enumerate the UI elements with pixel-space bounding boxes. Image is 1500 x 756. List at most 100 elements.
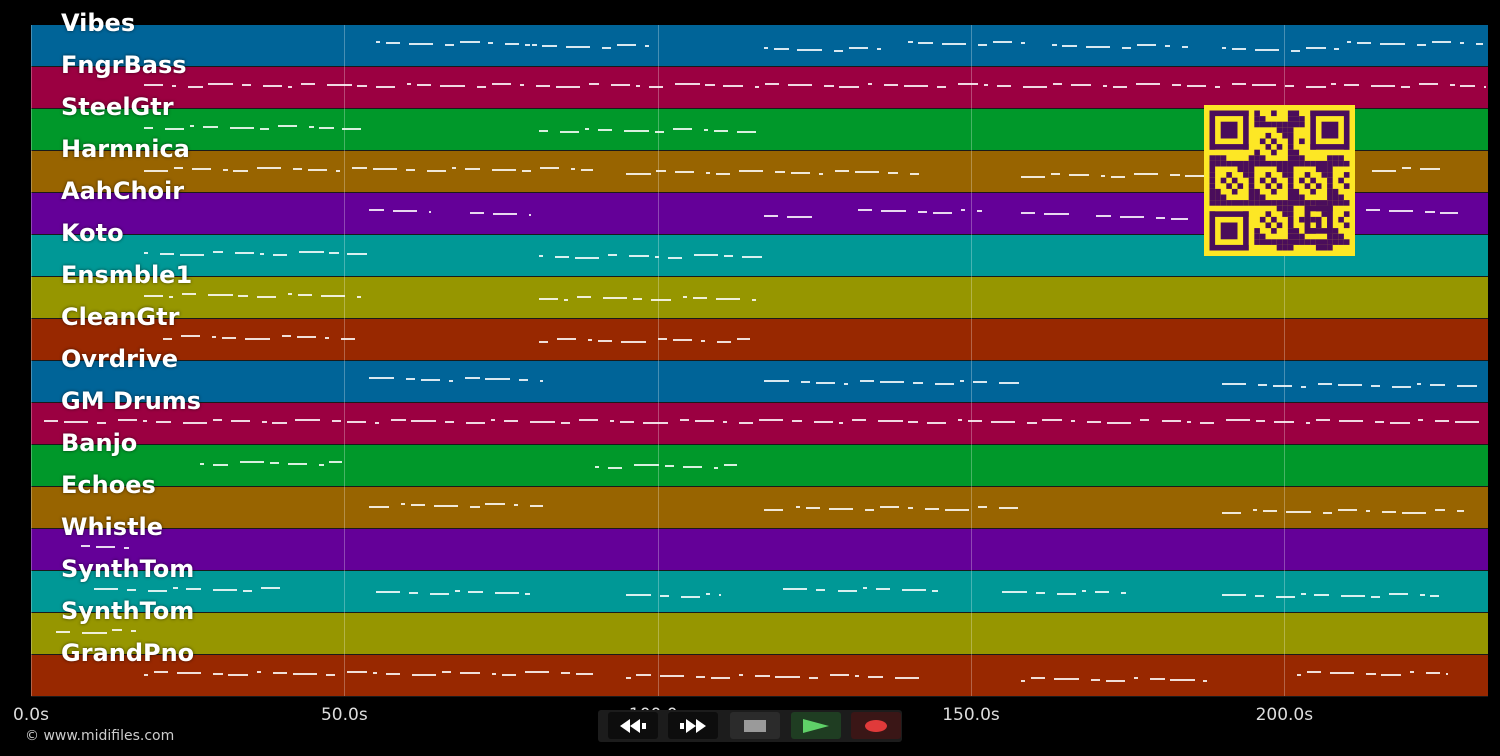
- qr-module: [1343, 183, 1350, 189]
- midi-note: [680, 596, 701, 598]
- qr-module: [1259, 121, 1266, 128]
- qr-module: [1209, 110, 1249, 117]
- track-lane[interactable]: [31, 487, 1488, 528]
- midi-note: [372, 168, 397, 170]
- midi-note: [620, 421, 635, 423]
- rewind-button[interactable]: [608, 712, 658, 739]
- midi-note: [1419, 83, 1439, 85]
- midi-note: [490, 419, 496, 421]
- qr-module: [1287, 211, 1294, 217]
- midi-note: [307, 169, 328, 171]
- midi-note: [934, 383, 954, 385]
- qr-module: [1243, 200, 1249, 206]
- midi-note: [752, 299, 756, 301]
- midi-note: [764, 380, 789, 382]
- midi-note: [1418, 419, 1423, 421]
- qr-module: [1215, 194, 1221, 201]
- fast-forward-button[interactable]: [668, 712, 718, 739]
- midi-note: [524, 593, 531, 595]
- midi-note: [908, 507, 913, 509]
- midi-note: [488, 42, 493, 44]
- midi-note: [1133, 677, 1139, 679]
- midi-note: [518, 379, 528, 381]
- track-lane[interactable]: [31, 277, 1488, 318]
- midi-note: [539, 167, 560, 169]
- midi-note: [118, 419, 138, 421]
- midi-note: [851, 419, 867, 421]
- midi-note: [624, 130, 649, 132]
- track-lane[interactable]: [31, 361, 1488, 402]
- midi-note: [297, 294, 313, 296]
- qr-module: [1282, 205, 1288, 212]
- tick-label: 150.0s: [942, 705, 1000, 725]
- track-lane[interactable]: [31, 319, 1488, 360]
- qr-module: [1332, 155, 1339, 161]
- stop-button[interactable]: [730, 712, 780, 739]
- qr-module: [1282, 127, 1288, 133]
- midi-note: [1400, 86, 1411, 88]
- midi-note: [162, 338, 172, 340]
- midi-note: [1431, 41, 1451, 43]
- track-lane[interactable]: [31, 613, 1488, 654]
- qr-module: [1287, 222, 1294, 229]
- qr-module: [1220, 222, 1238, 240]
- qr-module: [1287, 121, 1294, 128]
- midi-note: [442, 671, 452, 673]
- midi-note: [230, 420, 251, 422]
- play-button[interactable]: [791, 712, 841, 739]
- qr-module: [1276, 200, 1283, 206]
- midi-note: [960, 209, 966, 211]
- qr-module: [1287, 228, 1294, 234]
- midi-note: [492, 213, 518, 215]
- midi-note: [1365, 209, 1381, 211]
- midi-note: [800, 381, 810, 383]
- qr-module: [1282, 244, 1288, 251]
- midi-note: [272, 672, 288, 674]
- qr-module: [1299, 216, 1305, 223]
- midi-note: [1258, 384, 1268, 386]
- midi-note: [999, 507, 1019, 509]
- qr-module: [1265, 239, 1272, 245]
- midi-note: [991, 421, 1016, 423]
- qr-module: [1327, 233, 1333, 240]
- track-lane[interactable]: [31, 445, 1488, 486]
- qr-module: [1299, 160, 1305, 167]
- qr-module: [1338, 233, 1344, 240]
- lane-separator: [31, 360, 1488, 361]
- midi-note: [848, 47, 869, 49]
- midi-note: [932, 590, 938, 592]
- midi-note: [326, 674, 336, 676]
- track-lane[interactable]: [31, 403, 1488, 444]
- midi-note: [112, 629, 122, 631]
- qr-module: [1299, 239, 1305, 245]
- midi-note: [598, 340, 613, 342]
- midi-note: [724, 255, 734, 257]
- midi-note: [538, 255, 543, 257]
- qr-module: [1231, 200, 1238, 206]
- midi-note: [242, 590, 253, 592]
- track-lane[interactable]: [31, 25, 1488, 66]
- track-lane[interactable]: [31, 571, 1488, 612]
- midi-note: [357, 85, 367, 87]
- midi-note: [797, 49, 822, 51]
- midi-note: [1221, 47, 1226, 49]
- qr-module: [1310, 160, 1316, 167]
- midi-note: [868, 676, 883, 678]
- midi-note: [636, 674, 651, 676]
- record-button[interactable]: [851, 712, 901, 739]
- midi-note: [913, 382, 923, 384]
- track-lane[interactable]: [31, 529, 1488, 570]
- midi-note: [233, 170, 248, 172]
- midi-note: [277, 125, 298, 127]
- track-lane[interactable]: [31, 67, 1488, 108]
- qr-module: [1209, 211, 1249, 217]
- midi-note: [96, 422, 107, 424]
- midi-note: [319, 464, 324, 466]
- qr-module: [1315, 183, 1322, 189]
- midi-note: [877, 48, 882, 50]
- qr-module: [1299, 233, 1305, 240]
- midi-note: [239, 461, 264, 463]
- qr-module: [1287, 244, 1294, 251]
- qr-module: [1321, 200, 1328, 206]
- qr-module: [1332, 188, 1339, 195]
